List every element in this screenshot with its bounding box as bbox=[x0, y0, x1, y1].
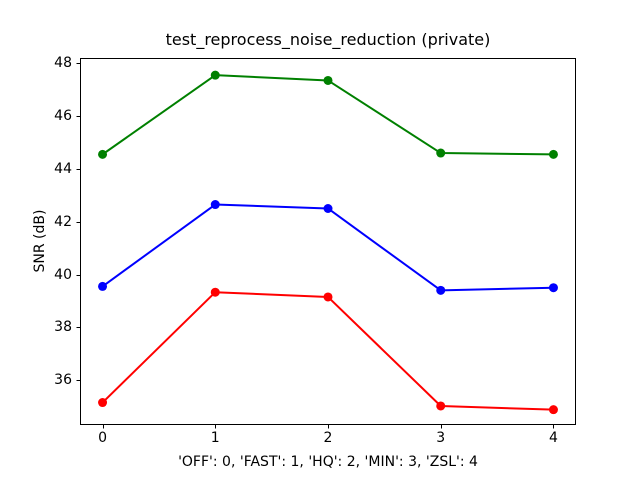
green-series-line bbox=[101, 74, 555, 156]
red-series-marker bbox=[210, 287, 220, 297]
x-tick-label: 0 bbox=[98, 430, 107, 446]
blue-series-line bbox=[101, 203, 555, 292]
blue-series-marker bbox=[210, 200, 220, 210]
blue-series-marker bbox=[98, 281, 108, 291]
x-axis-label: 'OFF': 0, 'FAST': 1, 'HQ': 2, 'MIN': 3, … bbox=[178, 454, 478, 470]
y-tick-label: 48 bbox=[54, 55, 72, 72]
x-tick-label: 1 bbox=[210, 430, 220, 446]
blue-series-marker bbox=[548, 283, 558, 293]
y-tick-label: 38 bbox=[54, 319, 72, 336]
green-series-marker bbox=[436, 148, 446, 158]
y-tick-label: 46 bbox=[54, 108, 72, 125]
red-series-marker bbox=[548, 405, 558, 415]
axes-frame bbox=[80, 58, 576, 425]
y-tick-label: 44 bbox=[54, 160, 72, 177]
red-series-marker bbox=[323, 292, 333, 302]
chart-title: test_reprocess_noise_reduction (private) bbox=[165, 30, 491, 49]
green-series-marker bbox=[98, 149, 108, 159]
blue-series-marker bbox=[436, 285, 446, 295]
y-tick-label: 40 bbox=[54, 266, 72, 283]
green-series-marker bbox=[210, 70, 220, 80]
green-series-marker bbox=[548, 149, 558, 159]
red-series-line bbox=[101, 291, 555, 411]
y-tick-label: 42 bbox=[54, 213, 72, 230]
y-tick-label: 36 bbox=[54, 372, 72, 389]
red-series-marker bbox=[98, 398, 108, 408]
red-series-marker bbox=[436, 401, 446, 411]
blue-series-marker bbox=[323, 203, 333, 213]
green-series-marker bbox=[323, 75, 333, 85]
x-tick-label: 4 bbox=[548, 430, 558, 446]
x-tick-label: 3 bbox=[436, 430, 446, 446]
x-tick-label: 2 bbox=[323, 430, 333, 446]
